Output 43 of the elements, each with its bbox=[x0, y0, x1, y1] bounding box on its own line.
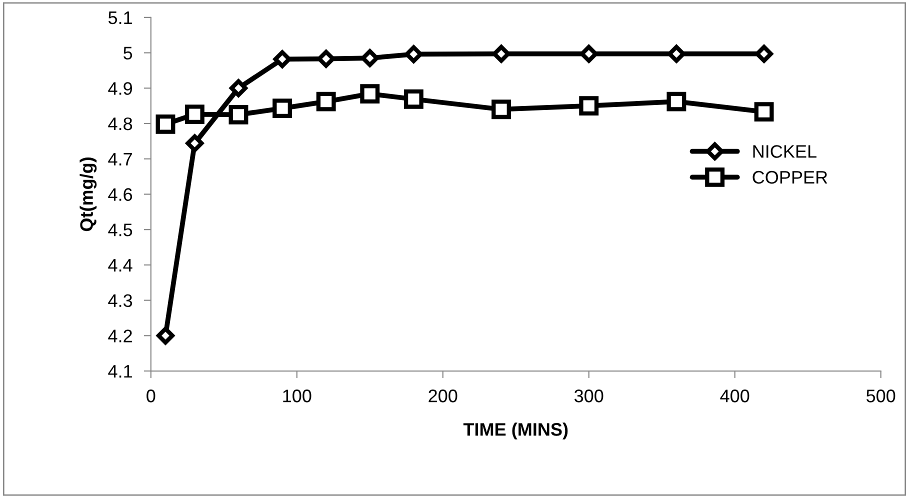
y-tick-label: 4.1 bbox=[108, 365, 132, 378]
y-tick-label: 4.6 bbox=[108, 188, 132, 201]
point bbox=[579, 96, 599, 116]
x-tick-label: 400 bbox=[720, 390, 750, 402]
legend-label: NICKEL bbox=[753, 145, 816, 158]
point bbox=[492, 100, 511, 120]
x-tick-label: 500 bbox=[866, 390, 896, 402]
y-tick-label: 4.2 bbox=[108, 330, 132, 342]
legend-label: COPPER bbox=[752, 170, 828, 184]
x-tick-label: 200 bbox=[428, 390, 458, 402]
y-tick-label: 5 bbox=[124, 46, 132, 60]
y-tick-label: 4.9 bbox=[108, 82, 132, 95]
point bbox=[156, 326, 174, 345]
point bbox=[755, 44, 773, 63]
point bbox=[754, 102, 774, 122]
y-tick-label: 4.3 bbox=[108, 294, 132, 308]
point bbox=[230, 79, 248, 98]
point bbox=[272, 98, 292, 118]
x-tick-label: 100 bbox=[283, 390, 312, 402]
x-tick-label: 300 bbox=[574, 390, 604, 402]
point bbox=[404, 89, 424, 109]
point bbox=[360, 84, 380, 104]
point bbox=[184, 104, 204, 124]
x-axis-title: TIME (MINS) bbox=[463, 422, 568, 440]
point bbox=[666, 92, 686, 112]
y-axis-title: Qt(mg/g) bbox=[80, 158, 97, 232]
y-tick-label: 4.4 bbox=[108, 259, 132, 272]
point bbox=[404, 45, 423, 64]
point bbox=[273, 50, 292, 68]
point bbox=[316, 92, 336, 112]
point bbox=[580, 44, 598, 63]
y-tick-label: 4.8 bbox=[108, 117, 132, 130]
x-tick-label: 0 bbox=[146, 390, 156, 402]
point bbox=[492, 44, 510, 63]
point bbox=[156, 114, 176, 134]
point bbox=[360, 49, 379, 68]
point bbox=[228, 104, 248, 124]
point bbox=[667, 44, 686, 63]
y-tick-label: 4.5 bbox=[108, 224, 132, 236]
y-tick-label: 4.7 bbox=[108, 152, 132, 166]
point bbox=[317, 50, 336, 68]
y-tick-label: 5.1 bbox=[108, 12, 132, 24]
point bbox=[186, 134, 204, 152]
